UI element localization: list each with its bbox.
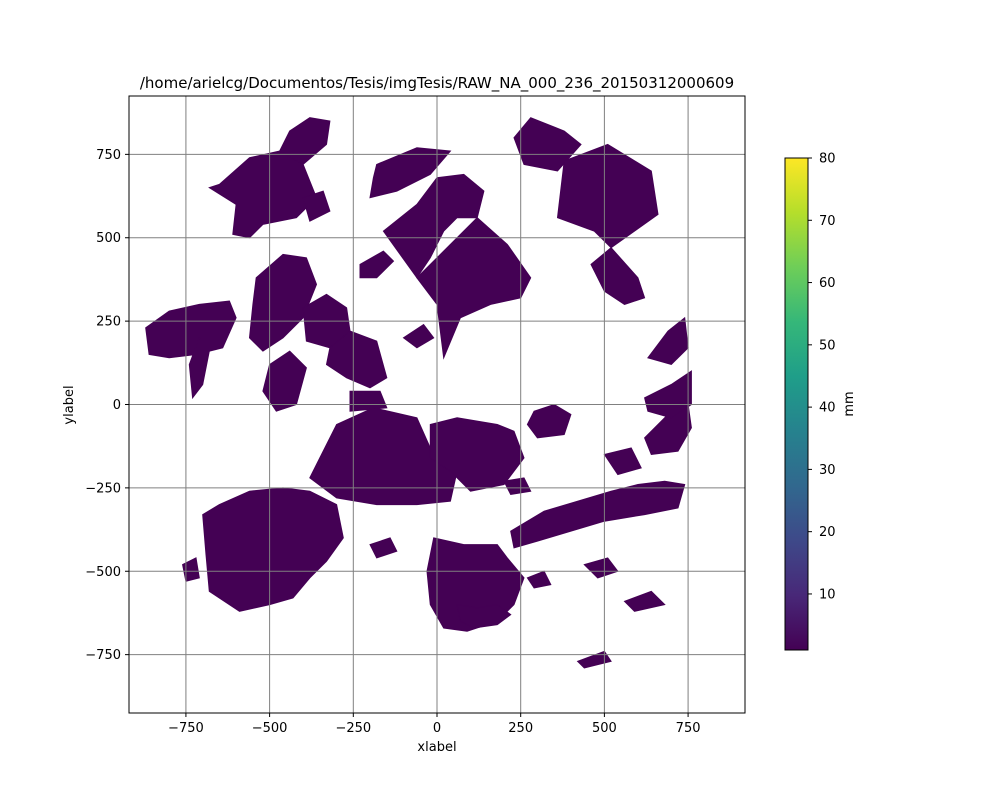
chart-title: /home/arielcg/Documentos/Tesis/imgTesis/… (140, 74, 734, 93)
rain-region-21 (510, 480, 686, 549)
rain-region-6 (513, 117, 582, 172)
x-tick-label: 750 (676, 721, 701, 736)
rain-region-18 (202, 487, 344, 612)
rain-region-5 (416, 217, 532, 360)
colorbar-tick-label: 40 (819, 401, 836, 416)
x-tick-label: −250 (335, 721, 371, 736)
grid (129, 96, 745, 713)
rain-region-28 (182, 557, 200, 582)
rain-region-0 (208, 150, 318, 239)
colorbar-tick-label: 60 (819, 276, 836, 291)
rain-region-20 (456, 603, 512, 629)
y-tick-label: 250 (96, 315, 121, 330)
rain-region-17 (429, 417, 525, 492)
colorbar-tick-label: 10 (819, 587, 836, 602)
colorbar: 10 20 30 40 50 60 70 80 mm (784, 152, 857, 651)
y-tick-label: −500 (85, 565, 121, 580)
rain-region-26 (603, 447, 642, 476)
rain-region-35 (402, 323, 435, 349)
y-tick-label: −250 (85, 481, 121, 496)
colorbar-tick-label: 30 (819, 463, 836, 478)
rain-region-30 (359, 250, 395, 279)
colorbar-label: mm (842, 391, 857, 416)
rain-region-14 (325, 330, 388, 389)
rain-region-1 (279, 117, 331, 166)
y-axis-label: ylabel (62, 385, 77, 424)
y-axis: 750 500 250 0 −250 −500 −750 (85, 148, 129, 663)
rain-region-9 (145, 300, 237, 359)
x-axis: −750 −500 −250 0 250 500 750 (168, 713, 701, 736)
x-tick-label: −500 (252, 721, 288, 736)
y-tick-label: 750 (96, 148, 121, 163)
colorbar-fill (784, 157, 809, 651)
x-tick-label: 250 (508, 721, 533, 736)
colorbar-ticks: 10 20 30 40 50 60 70 80 (808, 152, 836, 602)
x-tick-label: 500 (592, 721, 617, 736)
x-tick-label: 0 (433, 721, 441, 736)
x-tick-label: −750 (168, 721, 204, 736)
rain-region-33 (526, 570, 552, 589)
colorbar-tick-label: 20 (819, 525, 836, 540)
rain-region-3 (369, 147, 452, 199)
rain-region-34 (623, 590, 666, 612)
rain-region-7 (556, 143, 659, 249)
rain-region-10 (188, 336, 210, 400)
colorbar-tick-label: 50 (819, 338, 836, 353)
colorbar-tick-label: 70 (819, 214, 836, 229)
plot-area (128, 95, 746, 714)
rain-region-27 (369, 537, 398, 559)
rain-region-24 (647, 316, 689, 366)
rain-region-2 (302, 190, 331, 222)
y-tick-label: 500 (96, 231, 121, 246)
rain-region-29 (503, 477, 532, 496)
rain-region-15 (349, 390, 388, 412)
y-tick-label: −750 (85, 648, 121, 663)
colorbar-tick-label: 80 (819, 152, 836, 167)
y-tick-label: 0 (113, 398, 121, 413)
x-axis-label: xlabel (417, 740, 456, 755)
